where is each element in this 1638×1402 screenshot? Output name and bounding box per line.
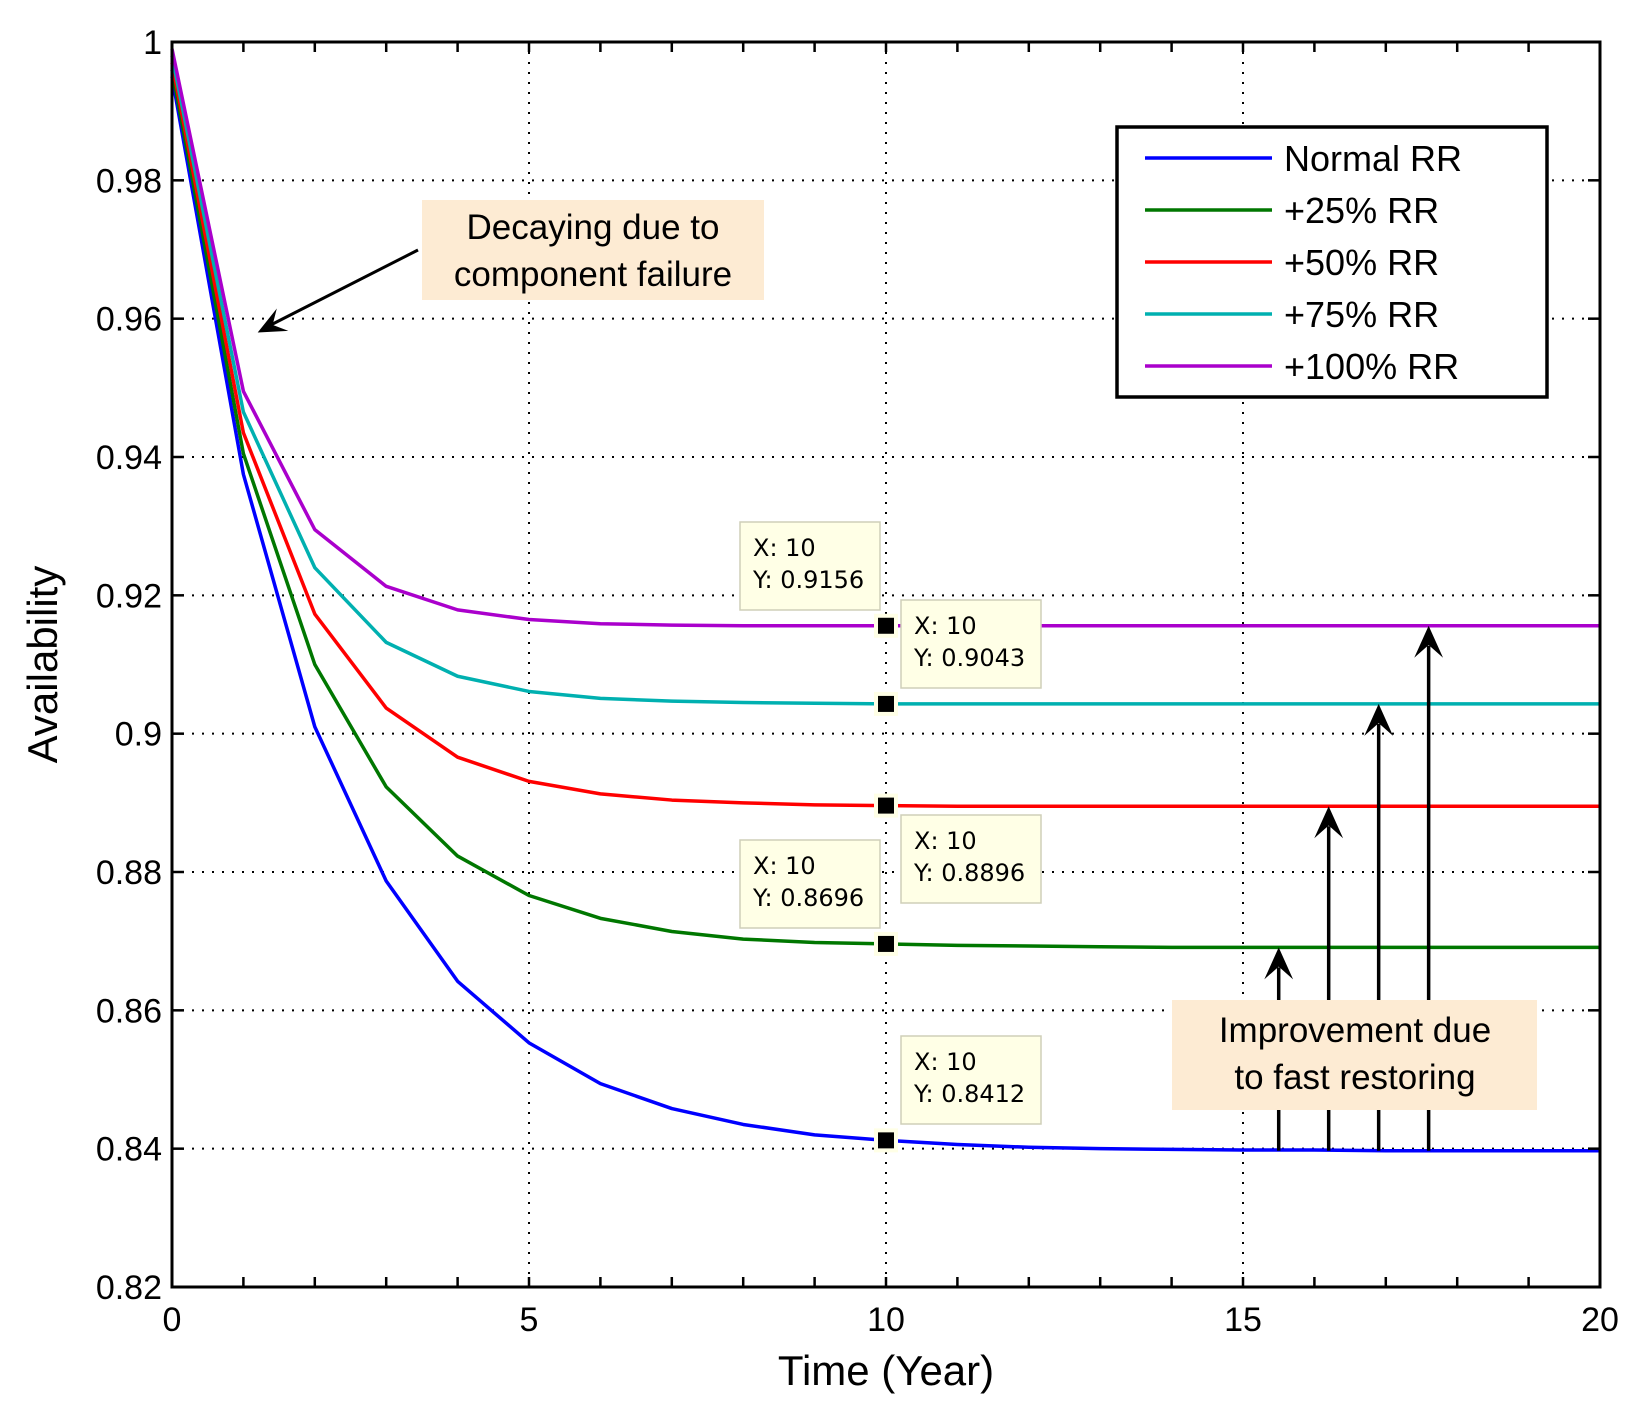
datatip-marker [878,797,894,814]
x-tick-label: 15 [1224,1301,1262,1339]
annotation-box [1172,1000,1537,1110]
legend-label: +25% RR [1284,190,1439,231]
annotation-text: to fast restoring [1234,1058,1475,1097]
datatip-y: Y: 0.8896 [913,859,1025,887]
arrow-head [1314,806,1344,839]
legend: Normal RR +25% RR +50% RR +75% RR +100% RR [1115,125,1549,399]
data-tips: X: 10 Y: 0.9156 X: 10 Y: 0.9043 X: 10 Y: 0.88… [739,521,1042,1153]
annotation-box [422,200,764,300]
y-tick-label: 0.94 [96,439,162,477]
datatip-x: X: 10 [914,827,977,855]
datatip-x: X: 10 [753,534,816,562]
legend-label: Normal RR [1284,138,1462,179]
y-tick-label: 0.84 [96,1131,162,1169]
legend-label: +50% RR [1284,242,1439,283]
y-tick-label: 0.9 [115,716,162,754]
y-tick-label: 1 [143,24,162,62]
datatip-box [739,521,881,611]
annotation-text: component failure [454,255,732,294]
arrow-head [1414,625,1444,658]
annotation-arrow [268,248,419,327]
datatip-box [900,1035,1042,1125]
y-tick-label: 0.92 [96,577,162,615]
arrow-head [1364,703,1394,736]
annotation-text: Decaying due to [467,208,720,247]
datatip-y: Y: 0.8696 [752,884,864,912]
datatip-x: X: 10 [914,1048,977,1076]
y-tick-label: 0.88 [96,854,162,892]
arrow-head [257,308,289,333]
datatip-y: Y: 0.8412 [913,1080,1025,1108]
x-tick-label: 10 [867,1301,905,1339]
y-tick-label: 0.82 [96,1269,162,1307]
datatip-box [900,814,1042,904]
datatip-y: Y: 0.9156 [752,566,864,594]
legend-label: +100% RR [1284,346,1459,387]
datatip-marker [878,935,894,952]
datatip-marker [878,1132,894,1149]
x-tick-label: 20 [1581,1301,1619,1339]
y-tick-label: 0.86 [96,992,162,1030]
legend-label: +75% RR [1284,294,1439,335]
datatip-y: Y: 0.9043 [913,644,1025,672]
y-tick-label: 0.98 [96,162,162,200]
datatip-x: X: 10 [914,612,977,640]
y-axis-label: Availability [19,566,66,764]
datatip-box [900,599,1042,689]
datatip-marker [878,695,894,712]
x-tick-label: 5 [520,1301,539,1339]
arrow-head [1264,947,1294,980]
annotations: Decaying due to component failure Improvem… [257,200,1537,1151]
tick-labels: 0 5 10 15 20 0.82 0.84 0.86 0.88 0.9 0.92 0.94 0.96 0… [96,24,1619,1339]
datatip-x: X: 10 [753,852,816,880]
y-tick-label: 0.96 [96,301,162,339]
x-tick-label: 0 [163,1301,182,1339]
annotation-text: Improvement due [1219,1011,1491,1050]
datatip-box [739,839,881,929]
x-axis-label: Time (Year) [778,1347,994,1394]
datatip-marker [878,617,894,634]
